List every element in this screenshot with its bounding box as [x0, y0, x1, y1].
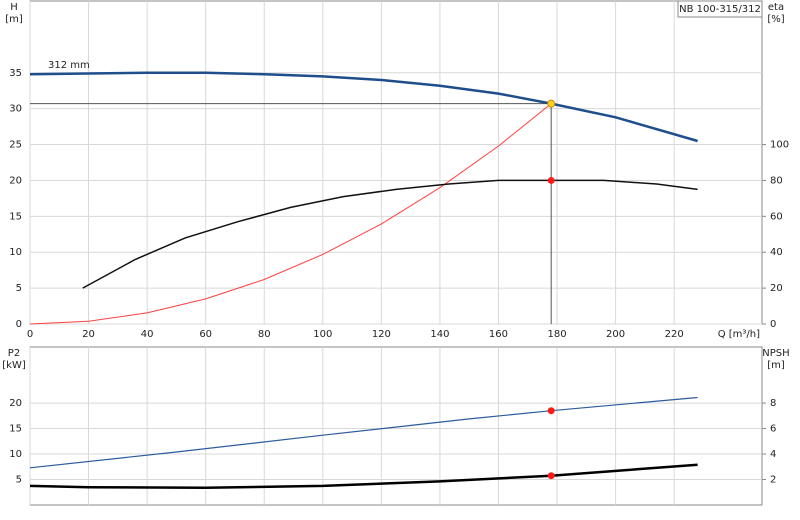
x-tick-label: 40: [141, 329, 154, 340]
y-tick-label: 5: [16, 283, 22, 294]
y-label: P2: [8, 348, 20, 359]
y-unit: [kW]: [2, 360, 26, 371]
y-label: H: [10, 2, 18, 13]
y-tick-label: 20: [9, 398, 22, 409]
x-tick-label: 0: [27, 329, 33, 340]
x-tick-label: 220: [665, 329, 684, 340]
y2-tick-label: 2: [770, 475, 776, 486]
y2-tick-label: 60: [770, 211, 783, 222]
y-tick-label: 15: [9, 424, 22, 435]
y2-tick-label: 4: [770, 449, 776, 460]
y-tick-label: 15: [9, 211, 22, 222]
y-tick-label: 10: [9, 449, 22, 460]
y-tick-label: 35: [9, 68, 22, 79]
x-tick-label: 140: [430, 329, 449, 340]
y2-tick-label: 0: [770, 319, 776, 330]
y2-tick-label: 8: [770, 398, 776, 409]
y2-unit: [m]: [767, 360, 785, 371]
y-tick-label: 0: [16, 319, 22, 330]
x-tick-label: 200: [606, 329, 625, 340]
x-tick-label: 100: [313, 329, 332, 340]
x-tick-label: 60: [199, 329, 212, 340]
x-tick-label: 80: [258, 329, 271, 340]
y-tick-label: 30: [9, 104, 22, 115]
x-tick-label: 120: [372, 329, 391, 340]
y2-tick-label: 100: [770, 140, 789, 151]
x-label: Q [m³/h]: [718, 329, 760, 340]
title-box: [677, 0, 763, 18]
x-tick-label: 20: [82, 329, 95, 340]
operating-point: [547, 99, 556, 108]
y2-label: eta: [768, 2, 784, 13]
curve: [29, 463, 698, 490]
curve: [29, 396, 698, 469]
y2-tick-label: 40: [770, 247, 783, 258]
y2-label: NPSH: [762, 348, 789, 359]
plot-frame: [29, 0, 763, 325]
operating-point: [547, 407, 555, 415]
curve: [29, 71, 698, 143]
curve: [82, 179, 698, 289]
x-tick-label: 160: [489, 329, 508, 340]
y2-tick-label: 80: [770, 175, 783, 186]
y-tick-label: 25: [9, 140, 22, 151]
y-tick-label: 20: [9, 175, 22, 186]
y-tick-label: 5: [16, 475, 22, 486]
y-tick-label: 10: [9, 247, 22, 258]
operating-point: [547, 472, 555, 480]
y2-tick-label: 20: [770, 283, 783, 294]
x-tick-label: 180: [547, 329, 566, 340]
annotation: 312 mm: [48, 60, 90, 71]
operating-point: [547, 176, 555, 184]
y2-tick-label: 6: [770, 424, 776, 435]
chart-title: NB 100-315/312: [679, 4, 761, 15]
y-unit: [m]: [5, 14, 23, 25]
curve: [29, 103, 552, 325]
plot-frame: [29, 346, 763, 506]
y2-unit: [%]: [767, 14, 784, 25]
